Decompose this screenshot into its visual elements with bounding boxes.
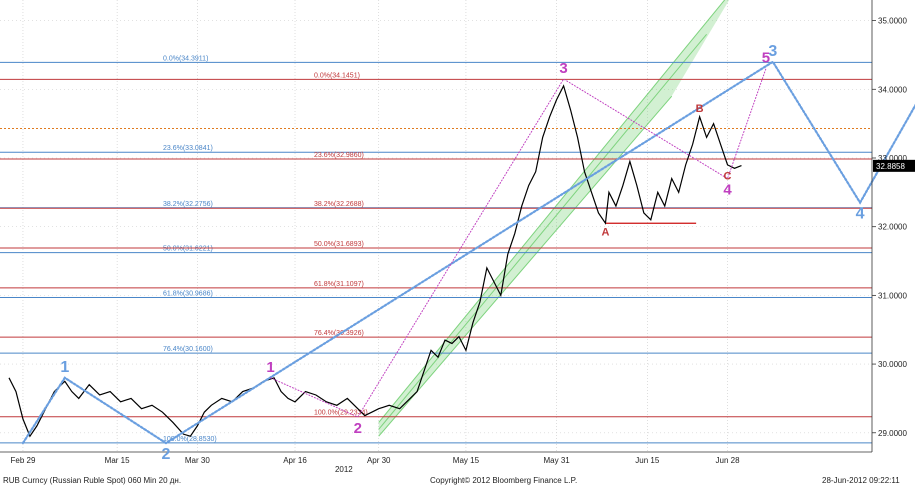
fibonacci-retracements: 0.0%(34.3911) 23.6%(33.0841) 38.2%(32.2756… <box>0 55 872 444</box>
abc-label: A <box>601 226 609 238</box>
magenta-wave-label: 1 <box>266 359 274 376</box>
channel-line-upper <box>378 0 726 423</box>
y-tick-label: 32.0000 <box>878 223 907 232</box>
abc-label: C <box>724 171 732 183</box>
y-tick-label: 30.0000 <box>878 360 907 369</box>
last-price-tag <box>873 159 915 172</box>
x-tick-label: Apr 16 <box>283 456 307 465</box>
elliott-wave-overlays <box>21 60 915 445</box>
blue-wave-label: 1 <box>60 359 69 376</box>
copyright-notice: Copyright© 2012 Bloomberg Finance L.P. <box>430 476 578 485</box>
fib-left-label: 100.0%(28.8530) <box>163 436 217 443</box>
fib-right-label: 61.8%(31.1097) <box>314 281 364 288</box>
axes: Feb 29 Mar 15 Mar 30 Apr 16 Apr 30 May 15 May … <box>0 0 915 474</box>
x-tick-label: Jun 15 <box>635 456 660 465</box>
magenta-wave-label: 5 <box>762 50 770 67</box>
fib-right-label: 50.0%(31.6893) <box>314 241 364 248</box>
last-price-label: 32.8858 <box>876 162 905 171</box>
fib-right-label: 38.2%(32.2688) <box>314 201 364 208</box>
blue-wave-line <box>21 60 915 445</box>
magenta-wave-label: 2 <box>354 420 362 437</box>
fib-left-label: 50.0%(31.6221) <box>163 246 213 253</box>
x-tick-label: Apr 30 <box>367 456 391 465</box>
blue-wave-label: 4 <box>856 206 865 223</box>
y-tick-label: 29.0000 <box>878 429 907 438</box>
fib-right-label: 0.0%(34.1451) <box>314 72 360 79</box>
x-tick-label: May 15 <box>453 456 480 465</box>
fib-left-label: 76.4%(30.1600) <box>163 346 213 353</box>
green-trend-channel <box>378 0 730 437</box>
grid-lines <box>0 0 872 452</box>
x-year-label: 2012 <box>335 465 353 474</box>
y-tick-label: 33.0000 <box>878 154 907 163</box>
blue-wave-label: 2 <box>162 446 171 463</box>
fib-left-label: 0.0%(34.3911) <box>163 55 208 62</box>
blue-wave-label: 3 <box>768 43 777 60</box>
x-tick-label: Feb 29 <box>10 456 35 465</box>
magenta-wave-label: 4 <box>723 182 732 199</box>
y-tick-label: 35.0000 <box>878 17 907 26</box>
channel-line-lower <box>378 95 673 437</box>
x-tick-label: Mar 30 <box>185 456 210 465</box>
y-tick-label: 34.0000 <box>878 85 907 94</box>
magenta-wave-line <box>270 68 767 418</box>
timestamp: 28-Jun-2012 09:22:11 <box>822 476 900 485</box>
fib-left-label: 23.6%(33.0841) <box>163 145 213 152</box>
abc-label: B <box>696 103 704 115</box>
x-tick-label: Mar 15 <box>105 456 130 465</box>
x-tick-label: Jun 28 <box>716 456 741 465</box>
annotation-labels: 1234512345ABC <box>60 43 865 463</box>
fib-left-label: 61.8%(30.9686) <box>163 291 213 298</box>
price-series-line <box>8 84 742 438</box>
fib-left-label: 38.2%(32.2756) <box>163 201 213 208</box>
security-description: RUB Curncy (Russian Ruble Spot) 060 Min … <box>3 476 182 485</box>
x-tick-label: May 31 <box>543 456 570 465</box>
price-line <box>8 84 742 438</box>
channel-line-mid <box>378 34 707 430</box>
fib-right-label: 23.6%(32.9860) <box>314 152 364 159</box>
fib-right-label: 100.0%(29.2334) <box>314 410 368 417</box>
magenta-wave-label: 3 <box>559 60 567 77</box>
y-tick-label: 31.0000 <box>878 291 907 300</box>
chart-footer: RUB Curncy (Russian Ruble Spot) 060 Min … <box>0 475 915 488</box>
